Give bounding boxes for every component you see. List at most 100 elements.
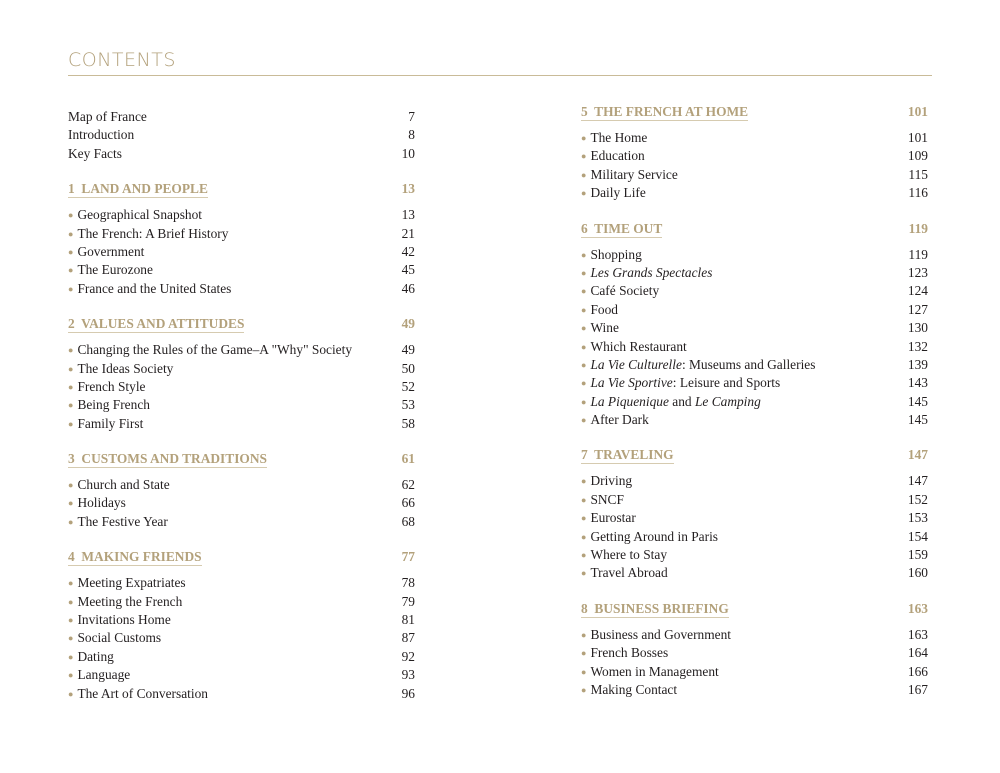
chapter-title: 6 TIME OUT <box>581 220 663 238</box>
toc-entry[interactable]: ● La Vie Sportive: Leisure and Sports 143 <box>581 374 928 392</box>
chapter-heading[interactable]: 4 MAKING FRIENDS 77 <box>68 548 415 567</box>
toc-entry[interactable]: ● Travel Abroad 160 <box>581 564 928 582</box>
toc-entry[interactable]: ● Education 109 <box>581 147 928 165</box>
chapter-number: 7 <box>581 447 588 463</box>
entry-label-part: The Festive Year <box>77 513 168 529</box>
chapter-heading[interactable]: 8 BUSINESS BRIEFING 163 <box>581 600 928 618</box>
entry-label-part: Military Service <box>590 166 678 182</box>
toc-entry[interactable]: ● After Dark 145 <box>581 411 928 429</box>
toc-entry[interactable]: ● Geographical Snapshot 13 <box>68 206 415 224</box>
contents-right-column: 5 THE FRENCH AT HOME 101 ● The Home 101 ● Educ… <box>581 103 928 699</box>
toc-entry[interactable]: ● The French: A Brief History 21 <box>68 225 415 243</box>
toc-entry[interactable]: ● Social Customs 87 <box>68 629 415 647</box>
toc-entry[interactable]: ● Women in Management 166 <box>581 663 928 681</box>
toc-entry[interactable]: ● La Vie Culturelle: Museums and Gallerie… <box>581 356 928 374</box>
toc-entry[interactable]: Map of France 7 <box>68 108 415 126</box>
entry-page: 81 <box>401 612 415 628</box>
toc-entry[interactable]: ● Family First 58 <box>68 415 415 433</box>
entry-label: ● Geographical Snapshot <box>68 206 202 224</box>
entry-label-part: : Museums and Galleries <box>681 356 816 372</box>
toc-entry[interactable]: ● Les Grands Spectacles 123 <box>581 264 928 282</box>
chapter-page: 61 <box>401 451 415 467</box>
toc-entry[interactable]: ● Dating 92 <box>68 648 415 666</box>
toc-entry[interactable]: ● French Style 52 <box>68 378 415 396</box>
entry-label-part: French Style <box>77 378 146 394</box>
toc-entry[interactable]: ● Military Service 115 <box>581 166 928 184</box>
toc-entry[interactable]: Key Facts 10 <box>68 145 415 163</box>
entry-label: ● Meeting Expatriates <box>68 574 186 592</box>
toc-entry[interactable]: ● French Bosses 164 <box>581 644 928 662</box>
bullet-icon: ● <box>68 688 74 699</box>
toc-entry[interactable]: ● Holidays 66 <box>68 494 415 512</box>
toc-entry[interactable]: ● Driving 147 <box>581 472 928 490</box>
toc-entry[interactable]: ● Eurostar 153 <box>581 509 928 527</box>
entry-page: 53 <box>401 397 415 413</box>
bullet-icon: ● <box>68 418 74 429</box>
toc-entry[interactable]: ● Café Society 124 <box>581 282 928 300</box>
toc-entry[interactable]: ● The Ideas Society 50 <box>68 360 415 378</box>
entry-label-part: France and the United States <box>77 280 232 296</box>
front-matter: Map of France 7 Introduction 8 Key Facts 10 <box>68 108 415 163</box>
chapter-name: MAKING FRIENDS <box>81 549 202 565</box>
toc-entry[interactable]: ● The Home 101 <box>581 129 928 147</box>
entry-label: ● Shopping <box>581 246 642 264</box>
chapter-heading[interactable]: 7 TRAVELING 147 <box>581 446 928 465</box>
toc-entry[interactable]: Introduction 8 <box>68 126 415 144</box>
entry-label: ● The Eurozone <box>68 261 153 279</box>
chapter-heading[interactable]: 3 CUSTOMS AND TRADITIONS 61 <box>68 450 415 469</box>
entry-label-part: Geographical Snapshot <box>77 207 203 223</box>
chapter-name: LAND AND PEOPLE <box>81 181 208 197</box>
toc-entry[interactable]: ● Church and State 62 <box>68 476 415 494</box>
entry-label-part: Wine <box>590 320 619 336</box>
chapter-title: 7 TRAVELING <box>581 446 674 465</box>
toc-entry[interactable]: ● Meeting Expatriates 78 <box>68 574 415 592</box>
bullet-icon: ● <box>581 341 587 352</box>
toc-entry[interactable]: ● Getting Around in Paris 154 <box>581 528 928 546</box>
chapter-title: 8 BUSINESS BRIEFING <box>581 600 729 618</box>
chapter-page: 101 <box>907 104 928 119</box>
toc-entry[interactable]: ● Language 93 <box>68 666 415 684</box>
toc-entry[interactable]: ● Invitations Home 81 <box>68 611 415 629</box>
toc-entry[interactable]: ● Meeting the French 79 <box>68 593 415 611</box>
chapter-section: 1 LAND AND PEOPLE 13 ● Geographical Snapsho… <box>68 180 415 298</box>
entry-label: ● Where to Stay <box>581 546 667 564</box>
toc-entry[interactable]: ● Daily Life 116 <box>581 184 928 202</box>
chapter-page: 147 <box>907 447 928 463</box>
toc-entry[interactable]: ● Food 127 <box>581 301 928 319</box>
entry-label-part: Daily Life <box>590 185 646 201</box>
chapter-heading[interactable]: 6 TIME OUT 119 <box>581 220 928 238</box>
toc-entry[interactable]: ● La Piquenique and Le Camping 145 <box>581 393 928 411</box>
toc-entry[interactable]: ● Business and Government 163 <box>581 626 928 644</box>
toc-entry[interactable]: ● SNCF 152 <box>581 491 928 509</box>
entry-page: 79 <box>401 593 415 609</box>
chapter-heading[interactable]: 5 THE FRENCH AT HOME 101 <box>581 103 928 121</box>
toc-entry[interactable]: ● Being French 53 <box>68 396 415 414</box>
entry-page: 78 <box>401 575 415 591</box>
chapter-heading[interactable]: 1 LAND AND PEOPLE 13 <box>68 180 415 199</box>
entry-page: 153 <box>907 510 928 526</box>
toc-entry[interactable]: ● Government 42 <box>68 243 415 261</box>
entry-label: ● The Ideas Society <box>68 360 173 378</box>
entry-page: 163 <box>907 626 928 642</box>
entry-label-part: The Eurozone <box>77 262 153 278</box>
toc-entry[interactable]: ● The Art of Conversation 96 <box>68 685 415 703</box>
bullet-icon: ● <box>68 345 74 356</box>
entry-label: Key Facts <box>68 145 122 161</box>
toc-entry[interactable]: ● Shopping 119 <box>581 246 928 264</box>
toc-entry[interactable]: ● Changing the Rules of the Game–A "Why" … <box>68 341 415 359</box>
toc-entry[interactable]: ● Where to Stay 159 <box>581 546 928 564</box>
toc-entry[interactable]: ● The Eurozone 45 <box>68 261 415 279</box>
toc-entry[interactable]: ● Which Restaurant 132 <box>581 338 928 356</box>
chapter-heading[interactable]: 2 VALUES AND ATTITUDES 49 <box>68 315 415 334</box>
entry-label-part: La Vie Sportive <box>590 375 673 391</box>
entry-label: Map of France <box>68 109 147 124</box>
toc-entry[interactable]: ● France and the United States 46 <box>68 280 415 298</box>
toc-entry[interactable]: ● Wine 130 <box>581 319 928 337</box>
chapter-name: BUSINESS BRIEFING <box>594 600 729 616</box>
toc-entry[interactable]: ● The Festive Year 68 <box>68 513 415 531</box>
chapter-number: 6 <box>581 220 588 236</box>
bullet-icon: ● <box>68 480 74 491</box>
toc-entry[interactable]: ● Making Contact 167 <box>581 681 928 699</box>
chapter-number: 5 <box>581 104 588 119</box>
entry-label: ● Getting Around in Paris <box>581 528 718 546</box>
